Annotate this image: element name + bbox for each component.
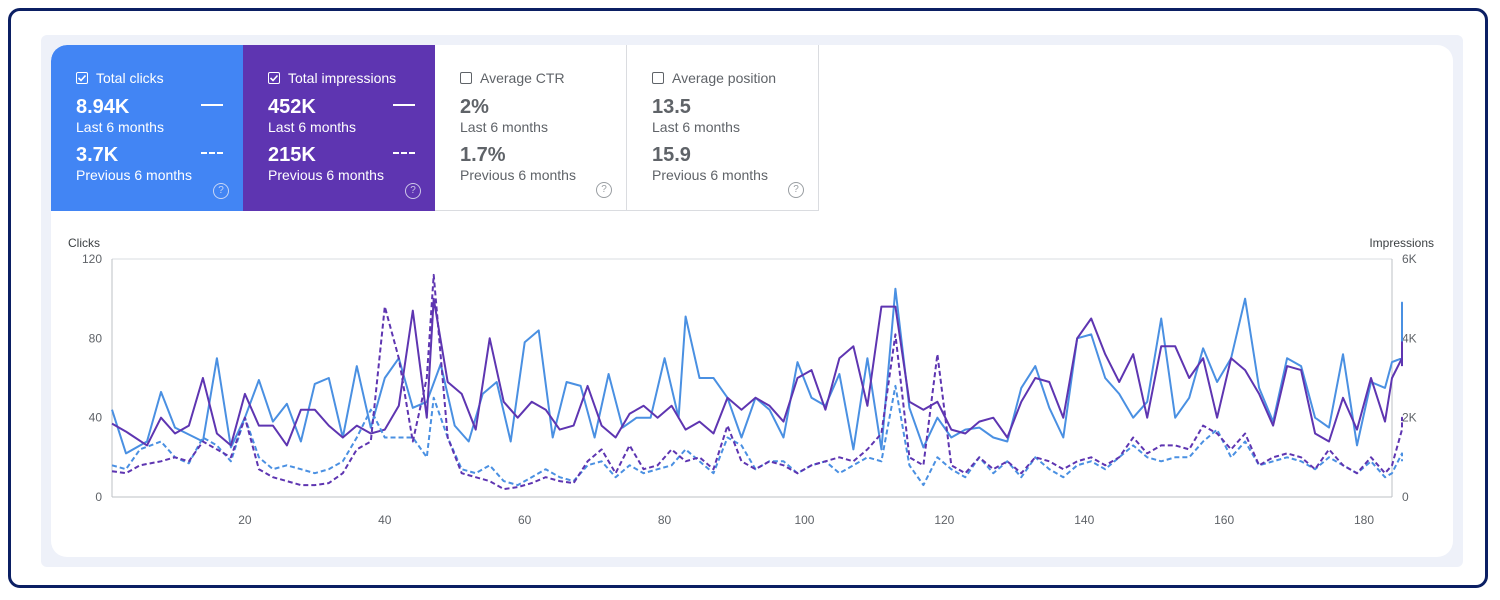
previous-value: 215K — [268, 144, 316, 166]
x-axis-ticks: 20 40 60 80 100 120 140 160 180 — [238, 513, 1374, 527]
previous-value: 3.7K — [76, 144, 119, 166]
x-tick-label: 40 — [378, 513, 392, 527]
left-tick-label: 120 — [82, 252, 102, 266]
previous-period: Previous 6 months — [268, 167, 384, 183]
current-period: Last 6 months — [76, 119, 164, 135]
checkbox-icon[interactable] — [460, 72, 472, 84]
x-tick-label: 100 — [794, 513, 814, 527]
performance-chart: Clicks Impressions 0 40 80 120 0 2K 4K 6K 20 40… — [68, 236, 1434, 527]
right-tick-label: 0 — [1402, 490, 1409, 504]
series-group — [111, 273, 1403, 491]
right-axis-ticks: 0 2K 4K 6K — [1402, 252, 1417, 504]
tile-header: Total clicks — [76, 69, 243, 87]
dashed-line-legend-icon — [201, 152, 223, 154]
metric-tiles: Total clicks 8.94K Last 6 months 3.7K Pr… — [51, 45, 819, 211]
previous-period: Previous 6 months — [652, 167, 768, 183]
solid-line-legend-icon — [201, 104, 223, 106]
dashed-line-legend-icon — [393, 152, 415, 154]
current-value: 8.94K — [76, 96, 130, 118]
series-line-previous-impressions — [111, 273, 1403, 491]
right-tick-label: 4K — [1402, 331, 1417, 345]
screenshot-frame: Total clicks 8.94K Last 6 months 3.7K Pr… — [8, 8, 1488, 588]
tile-header: Total impressions — [268, 69, 435, 87]
tile-label: Total clicks — [96, 70, 164, 86]
checkbox-icon[interactable] — [76, 72, 88, 84]
tile-label: Total impressions — [288, 70, 397, 86]
x-tick-label: 160 — [1214, 513, 1234, 527]
series-line-previous-clicks — [111, 384, 1403, 487]
current-value: 13.5 — [652, 96, 691, 118]
x-tick-label: 180 — [1354, 513, 1374, 527]
current-period: Last 6 months — [652, 119, 740, 135]
checkbox-icon[interactable] — [652, 72, 664, 84]
left-axis-title: Clicks — [68, 236, 100, 250]
left-tick-label: 0 — [95, 490, 102, 504]
series-line-total-impressions — [111, 297, 1403, 447]
checkbox-icon[interactable] — [268, 72, 280, 84]
performance-card: Total clicks 8.94K Last 6 months 3.7K Pr… — [51, 45, 1453, 557]
series-line-total-clicks — [111, 287, 1403, 455]
previous-period: Previous 6 months — [460, 167, 576, 183]
tile-average-position[interactable]: Average position 13.5 Last 6 months 15.9… — [627, 45, 819, 211]
x-tick-label: 80 — [658, 513, 672, 527]
previous-value: 15.9 — [652, 144, 691, 166]
tile-header: Average CTR — [460, 69, 626, 87]
help-circle-icon[interactable]: ? — [788, 182, 804, 198]
current-value: 452K — [268, 96, 316, 118]
x-tick-label: 120 — [934, 513, 954, 527]
left-axis-ticks: 0 40 80 120 — [82, 252, 102, 504]
x-tick-label: 20 — [238, 513, 252, 527]
help-circle-icon[interactable]: ? — [213, 183, 229, 199]
x-tick-label: 60 — [518, 513, 532, 527]
solid-line-legend-icon — [393, 104, 415, 106]
tile-label: Average CTR — [480, 70, 565, 86]
help-circle-icon[interactable]: ? — [405, 183, 421, 199]
current-value: 2% — [460, 96, 489, 118]
tile-total-impressions[interactable]: Total impressions 452K Last 6 months 215… — [243, 45, 435, 211]
x-tick-label: 140 — [1074, 513, 1094, 527]
current-period: Last 6 months — [268, 119, 356, 135]
help-circle-icon[interactable]: ? — [596, 182, 612, 198]
previous-period: Previous 6 months — [76, 167, 192, 183]
right-tick-label: 2K — [1402, 411, 1417, 425]
right-axis-title: Impressions — [1369, 236, 1434, 250]
previous-value: 1.7% — [460, 144, 506, 166]
tile-average-ctr[interactable]: Average CTR 2% Last 6 months 1.7% Previo… — [435, 45, 627, 211]
report-panel: Total clicks 8.94K Last 6 months 3.7K Pr… — [41, 35, 1463, 567]
tile-label: Average position — [672, 70, 777, 86]
right-tick-label: 6K — [1402, 252, 1417, 266]
left-tick-label: 80 — [89, 331, 103, 345]
current-period: Last 6 months — [460, 119, 548, 135]
left-tick-label: 40 — [89, 411, 103, 425]
tile-total-clicks[interactable]: Total clicks 8.94K Last 6 months 3.7K Pr… — [51, 45, 243, 211]
tile-header: Average position — [652, 69, 818, 87]
